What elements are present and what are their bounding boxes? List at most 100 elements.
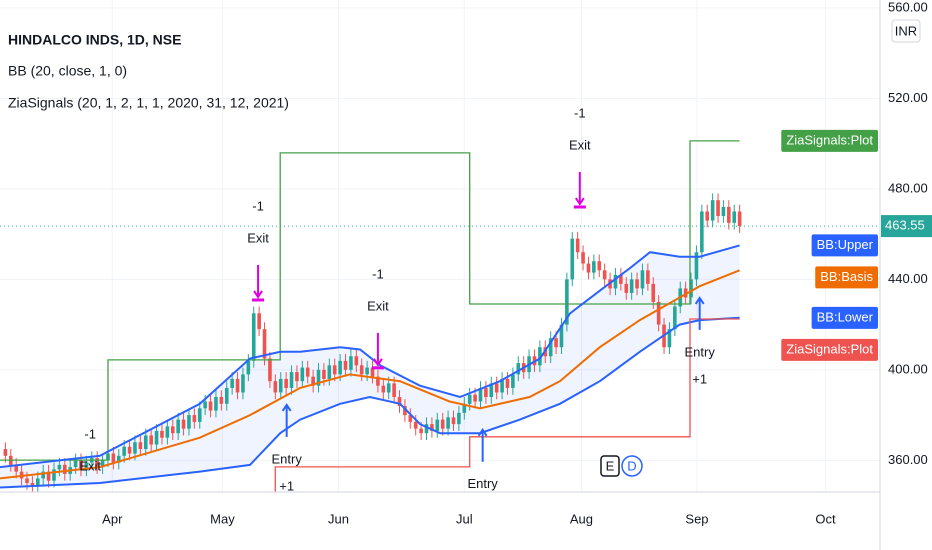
candle-body — [624, 283, 629, 293]
candle-body — [79, 460, 83, 470]
candle-body — [597, 261, 602, 271]
x-tick-label: Apr — [102, 511, 123, 526]
candle-body — [602, 270, 607, 280]
candle-body — [548, 338, 553, 357]
candle-body — [187, 415, 191, 429]
indicator-legend[interactable]: BB (20, close, 1, 0) — [8, 63, 127, 79]
candle-body — [3, 449, 8, 456]
candle-body — [41, 471, 45, 479]
candle-body — [354, 356, 359, 366]
candle-body — [408, 415, 413, 422]
series-tag[interactable] — [811, 234, 878, 257]
x-tick-label: Oct — [815, 511, 836, 526]
entry-arrowhead — [477, 427, 488, 437]
candle-body — [322, 369, 326, 379]
candle-body — [689, 279, 693, 298]
candle-body — [14, 464, 18, 472]
y-tick-label: 360.00 — [888, 452, 928, 467]
x-tick-label: May — [210, 511, 235, 526]
indicator-line — [0, 316, 740, 489]
candle-body — [84, 462, 89, 470]
dividend-label: D — [627, 458, 636, 473]
candle-body — [241, 374, 245, 393]
candle-body — [570, 238, 575, 280]
candle-body — [635, 279, 639, 289]
currency-label: INR — [895, 23, 917, 38]
candle-body — [300, 367, 305, 382]
signal-count: -1 — [372, 266, 384, 281]
candle-body — [273, 381, 278, 393]
signal-count: +1 — [692, 371, 707, 386]
signal-count: -1 — [84, 426, 96, 441]
candle-body — [489, 383, 494, 397]
signal-count: -1 — [252, 198, 264, 213]
series-tag-label: BB:Upper — [817, 237, 874, 252]
candle-body — [95, 458, 99, 468]
signal-label: Exit — [367, 298, 389, 313]
candle-body — [386, 383, 391, 393]
candle-body — [516, 363, 521, 375]
candle-body — [673, 306, 677, 330]
earnings-icon[interactable] — [600, 455, 620, 477]
indicator-line — [0, 269, 740, 480]
candle-body — [251, 313, 256, 361]
indicator-line — [0, 140, 740, 461]
candle-body — [214, 396, 218, 411]
candle-body — [575, 238, 580, 253]
candle-body — [705, 211, 710, 221]
candle-body — [30, 482, 35, 486]
candle-body — [138, 442, 143, 450]
candle-body — [592, 261, 596, 273]
series-tag-label: ZiaSignals:Plot — [786, 132, 873, 147]
candle-body — [737, 211, 742, 227]
candle-body — [111, 453, 116, 463]
series-tag[interactable] — [811, 306, 878, 329]
exit-arrowhead — [253, 290, 263, 299]
candle-body — [327, 365, 332, 379]
candle-body — [278, 378, 283, 393]
x-tick-label: Jun — [328, 511, 349, 526]
candle-body — [349, 356, 353, 370]
candle-body — [289, 372, 294, 388]
series-tag-label: ZiaSignals:Plot — [786, 341, 873, 356]
signal-label: Exit — [569, 137, 591, 152]
series-tag[interactable] — [815, 266, 878, 289]
candle-body — [181, 419, 186, 429]
candle-body — [392, 383, 396, 397]
indicator-legend[interactable]: ZiaSignals (20, 1, 2, 1, 1, 2020, 31, 12… — [8, 95, 289, 111]
candle-body — [511, 374, 515, 388]
candle-body — [403, 406, 407, 416]
candle-body — [149, 435, 153, 445]
candle-body — [651, 283, 656, 302]
entry-arrowhead — [694, 296, 705, 305]
candle-body — [224, 387, 229, 404]
candle-body — [311, 376, 315, 386]
candle-body — [419, 428, 423, 434]
dividend-icon[interactable] — [621, 455, 643, 477]
candle-body — [667, 329, 672, 348]
candle-body — [397, 396, 402, 407]
candle-body — [424, 424, 429, 434]
exit-arrowhead — [574, 197, 585, 206]
candle-body — [430, 424, 434, 431]
candle-body — [565, 279, 569, 325]
candle-body — [235, 378, 240, 393]
signal-count: -1 — [574, 105, 586, 120]
candle-body — [473, 394, 477, 402]
last-price-label: 463.55 — [885, 218, 925, 233]
candle-body — [230, 378, 234, 388]
candle-body — [246, 360, 251, 375]
candle-body — [370, 367, 375, 377]
candle-body — [176, 419, 180, 434]
candle-body — [35, 478, 40, 486]
entry-arrowhead — [281, 403, 292, 412]
candle-body — [440, 419, 445, 429]
series-tag[interactable] — [781, 338, 878, 361]
candle-body — [332, 365, 337, 375]
series-tag[interactable] — [781, 129, 878, 152]
series-tag-label: BB:Lower — [817, 309, 874, 324]
candle-body — [554, 338, 558, 348]
candle-body — [376, 376, 380, 386]
currency-box[interactable] — [891, 19, 921, 43]
